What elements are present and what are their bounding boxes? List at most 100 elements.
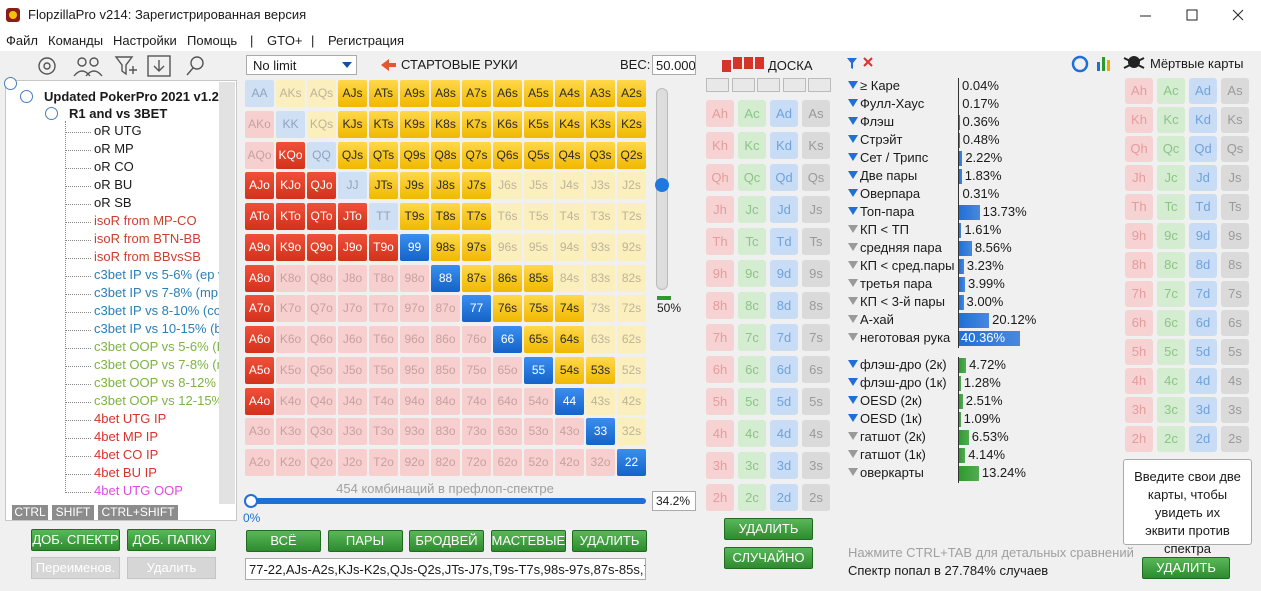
hand-cell[interactable]: Q5s [524,141,553,169]
hand-cell[interactable]: JTo [338,203,367,230]
hand-cell[interactable]: 83s [586,264,615,292]
hand-cell[interactable]: 33 [586,418,615,446]
hand-cell[interactable]: J5o [338,356,367,384]
dead-card[interactable]: 9h [1125,223,1153,249]
dead-card[interactable]: 3c [1157,397,1185,423]
board-card[interactable]: 2d [770,484,798,511]
hand-cell[interactable]: J5s [524,172,553,200]
hand-cell[interactable]: QTs [369,141,398,169]
hand-cell[interactable]: 99 [400,233,429,261]
tree-item[interactable]: isoR from BBvsSB [94,249,201,264]
stat-name[interactable]: Сет / Трипс [860,150,929,165]
stat-name[interactable]: гатшот (1к) [860,447,926,462]
hand-cell[interactable]: 64s [555,326,584,353]
hand-cell[interactable]: T2o [369,449,398,476]
board-card[interactable]: Th [706,228,734,255]
hand-cell[interactable]: AJs [338,80,367,107]
hand-cell[interactable]: 62o [493,449,522,476]
hand-cell[interactable]: K7o [276,295,305,323]
hand-cell[interactable]: 83o [431,418,460,446]
menu-item[interactable]: Файл [6,33,38,48]
dead-card[interactable]: 8c [1157,252,1185,278]
tree-tab[interactable]: CTRL+SHIFT [98,505,178,520]
tree-item[interactable]: 4bet BU IP [94,465,157,480]
stat-name[interactable]: КП < 3-й пары [860,294,946,309]
hand-cell[interactable]: T4s [555,203,584,230]
dead-card[interactable]: Jh [1125,165,1153,191]
board-card[interactable]: Tc [738,228,766,255]
board-card[interactable]: 7d [770,324,798,351]
hand-cell[interactable]: 98o [400,264,429,292]
hand-cell[interactable]: Q9o [307,233,336,261]
hand-cell[interactable]: JJ [338,172,367,200]
board-card[interactable]: 5s [802,388,830,415]
board-card[interactable]: Qs [802,164,830,191]
hand-cell[interactable]: AQo [245,141,274,169]
hand-cell[interactable]: J7o [338,295,367,323]
hand-cell[interactable]: ATo [245,203,274,230]
hand-cell[interactable]: 42s [617,387,646,415]
hand-cell[interactable]: K5s [524,110,553,138]
hand-cell[interactable]: J4s [555,172,584,200]
hand-cell[interactable]: 95o [400,356,429,384]
dead-card[interactable]: Qc [1157,136,1185,162]
hand-cell[interactable]: 76o [462,326,491,353]
hand-cell[interactable]: A6s [493,80,522,107]
stat-name[interactable]: оверкарты [860,465,924,480]
hand-cell[interactable]: AQs [307,80,336,107]
filter-icon[interactable] [848,81,858,89]
toolbar-icons[interactable] [38,55,204,77]
hand-cell[interactable]: 96o [400,326,429,353]
chart-icon[interactable] [1097,57,1110,71]
menu-item[interactable]: | [250,33,254,48]
dead-card[interactable]: Ac [1157,78,1185,104]
filter-icon[interactable] [848,153,858,161]
hand-cell[interactable]: Q8o [307,264,336,292]
hand-cell[interactable]: KTo [276,203,305,230]
hand-cell[interactable]: 84s [555,264,584,292]
hand-cell[interactable]: 86s [493,264,522,292]
stat-name[interactable]: OESD (1к) [860,411,923,426]
filter-icon[interactable] [848,396,858,404]
hand-cell[interactable]: T6o [369,326,398,353]
stat-name[interactable]: КП < сред.пары [860,258,955,273]
board-card[interactable]: 2h [706,484,734,511]
menu-item[interactable]: Помощь [187,33,238,48]
board-card[interactable]: 9s [802,260,830,287]
board-card[interactable]: 8h [706,292,734,319]
hand-cell[interactable]: KJo [276,172,305,200]
hand-cell[interactable]: 76s [493,295,522,323]
hand-cell[interactable]: 85o [431,356,460,384]
stat-name[interactable]: Оверпара [860,186,921,201]
board-card[interactable]: Ts [802,228,830,255]
board-card[interactable]: Ac [738,100,766,127]
filter-icon[interactable] [848,333,858,341]
board-card[interactable]: 8s [802,292,830,319]
hand-cell[interactable]: K7s [462,110,491,138]
hand-cell[interactable]: T8s [431,203,460,230]
hand-cell[interactable]: 98s [431,233,460,261]
dead-card[interactable]: 2c [1157,426,1185,452]
hand-cell[interactable]: J9s [400,172,429,200]
tree-item[interactable]: oR CO [94,159,134,174]
hand-cell[interactable]: K2o [276,449,305,476]
board-card[interactable]: 4s [802,420,830,447]
range-text[interactable]: 77-22,AJs-A2s,KJs-K2s,QJs-Q2s,JTs-J7s,T9… [245,558,646,580]
hand-cell[interactable]: A6o [245,326,274,353]
hand-cell[interactable]: 97s [462,233,491,261]
tree-item[interactable]: 4bet CO IP [94,447,159,462]
board-card[interactable]: Qc [738,164,766,191]
filter-icon[interactable] [848,315,858,323]
tree-item[interactable]: c3bet OOP vs 7-8% (mp [94,357,219,372]
hand-cell[interactable]: 75o [462,356,491,384]
hand-cell[interactable]: AJo [245,172,274,200]
dead-card[interactable]: 3s [1221,397,1249,423]
dead-card[interactable]: 6c [1157,310,1185,336]
hand-cell[interactable]: 77 [462,295,491,323]
tree-item[interactable]: c3bet OOP vs 12-15% (s [94,393,219,408]
dead-card[interactable]: 8s [1221,252,1249,278]
hand-cell[interactable]: TT [369,203,398,230]
tree-button[interactable]: ДОБ. СПЕКТР [31,529,120,551]
dead-card[interactable]: 9d [1189,223,1217,249]
board-card[interactable]: 8c [738,292,766,319]
